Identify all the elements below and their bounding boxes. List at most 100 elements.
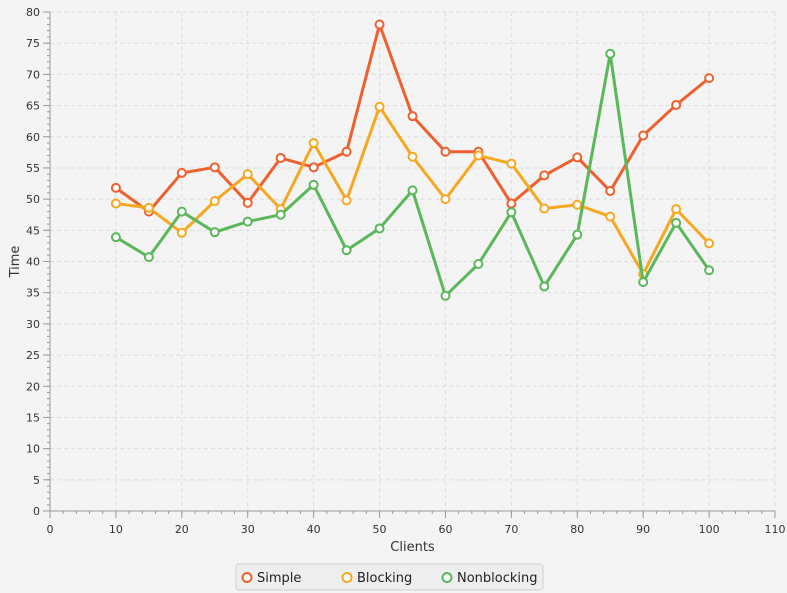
y-tick-label: 20	[26, 380, 40, 393]
legend-label: Simple	[257, 571, 301, 586]
legend-item-blocking: Blocking	[341, 571, 412, 586]
data-point	[440, 290, 451, 301]
data-point	[374, 101, 385, 112]
data-point	[704, 265, 715, 276]
legend-item-nonblocking: Nonblocking	[441, 571, 538, 586]
x-tick-label: 70	[504, 523, 518, 536]
data-point	[473, 258, 484, 269]
data-point	[638, 277, 649, 288]
data-point	[176, 206, 187, 217]
legend-label: Blocking	[357, 571, 412, 586]
x-tick-label: 90	[636, 523, 650, 536]
data-point	[341, 245, 352, 256]
grid	[50, 11, 776, 511]
y-tick-label: 45	[26, 224, 40, 237]
x-tick-label: 100	[699, 523, 720, 536]
x-tick-label: 30	[241, 523, 255, 536]
data-point	[605, 186, 616, 197]
y-tick-label: 35	[26, 287, 40, 300]
data-point	[308, 179, 319, 190]
data-point	[671, 204, 682, 215]
data-point	[275, 152, 286, 163]
data-point	[473, 150, 484, 161]
data-point	[209, 162, 220, 173]
x-tick-label: 80	[570, 523, 584, 536]
data-point	[539, 281, 550, 292]
data-point	[176, 227, 187, 238]
series	[110, 19, 715, 301]
data-point	[374, 223, 385, 234]
data-point	[605, 211, 616, 222]
data-point	[440, 146, 451, 157]
data-point	[341, 195, 352, 206]
y-tick-label: 25	[26, 349, 40, 362]
series-nonblocking	[110, 48, 715, 301]
y-tick-label: 70	[26, 68, 40, 81]
y-tick-label: 30	[26, 318, 40, 331]
data-point	[440, 194, 451, 205]
y-tick-label: 15	[26, 411, 40, 424]
data-point	[209, 195, 220, 206]
data-point	[143, 202, 154, 213]
y-tick-label: 5	[33, 474, 40, 487]
legend-marker	[441, 572, 453, 583]
data-point	[704, 238, 715, 249]
data-point	[110, 182, 121, 193]
y-tick-label: 65	[26, 100, 40, 113]
legend-label: Nonblocking	[457, 571, 538, 586]
data-point	[539, 170, 550, 181]
data-point	[671, 217, 682, 228]
data-point	[572, 229, 583, 240]
x-tick-label: 110	[765, 523, 786, 536]
data-point	[605, 48, 616, 59]
data-point	[308, 137, 319, 148]
legend-marker	[341, 572, 353, 583]
y-tick-label: 80	[26, 6, 40, 19]
x-tick-label: 40	[307, 523, 321, 536]
data-point	[374, 19, 385, 30]
data-point	[407, 111, 418, 122]
data-point	[341, 146, 352, 157]
axes: 0 5 10 15 20 25 30 35 40 45 50 55 60 65 70 75 80 0 10 20 30 4…	[26, 6, 786, 536]
x-tick-label: 20	[175, 523, 189, 536]
data-point	[638, 130, 649, 141]
x-tick-label: 50	[373, 523, 387, 536]
data-point	[143, 252, 154, 263]
y-tick-label: 40	[26, 256, 40, 269]
data-point	[506, 158, 517, 169]
y-tick-label: 60	[26, 131, 40, 144]
data-point	[242, 169, 253, 180]
x-tick-label: 10	[109, 523, 123, 536]
data-point	[572, 152, 583, 163]
y-tick-label: 75	[26, 37, 40, 50]
data-point	[110, 198, 121, 209]
x-tick-label: 0	[47, 523, 54, 536]
data-point	[539, 203, 550, 214]
data-point	[275, 209, 286, 220]
legend-item-simple: Simple	[241, 571, 301, 586]
data-point	[572, 199, 583, 210]
data-point	[242, 197, 253, 208]
series-simple	[110, 19, 715, 217]
y-tick-label: 50	[26, 193, 40, 206]
data-point	[671, 99, 682, 110]
y-tick-label: 55	[26, 162, 40, 175]
legend: Simple Blocking Nonblocking	[235, 563, 544, 591]
data-point	[242, 216, 253, 227]
legend-marker	[241, 572, 253, 583]
data-point	[704, 73, 715, 84]
data-point	[308, 162, 319, 173]
data-point	[176, 167, 187, 178]
y-tick-label: 10	[26, 443, 40, 456]
data-point	[506, 198, 517, 209]
x-tick-label: 60	[438, 523, 452, 536]
data-point	[110, 232, 121, 243]
data-point	[407, 151, 418, 162]
data-point	[407, 185, 418, 196]
y-tick-label: 0	[33, 505, 40, 518]
x-axis-title: Clients	[390, 540, 435, 555]
y-axis-title: Time	[8, 246, 23, 279]
legend-box	[235, 563, 544, 591]
